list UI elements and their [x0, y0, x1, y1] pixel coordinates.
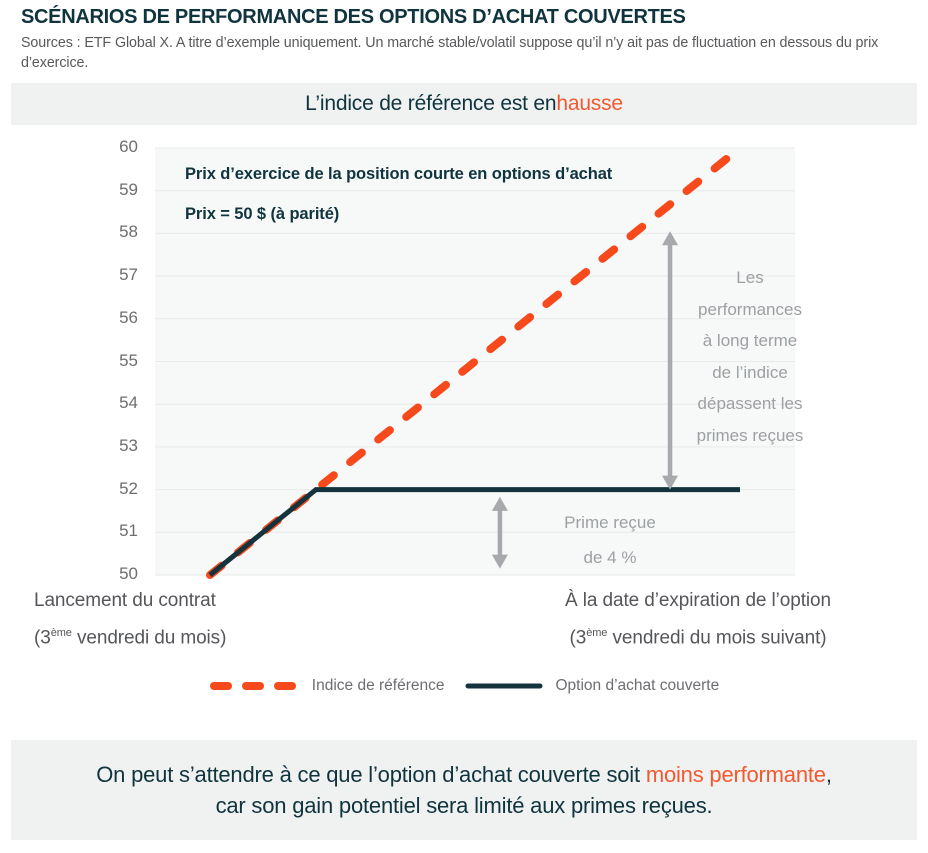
performance-note: Les performances à long terme de l’indice dé… [696, 268, 804, 445]
dashed-line-swatch [209, 682, 300, 690]
arrow-head-up [491, 496, 508, 511]
y-tick-label: 55 [119, 350, 138, 370]
x-end-line2: (3ème vendredi du mois suivant) [569, 627, 827, 649]
arrow-head-up [662, 231, 679, 246]
y-tick-label: 50 [119, 564, 138, 583]
y-tick-label: 56 [119, 307, 138, 327]
y-tick-label: 51 [119, 521, 138, 541]
y-tick-label: 53 [119, 435, 138, 455]
solid-line-swatch [465, 683, 543, 689]
legend-item-indice: Indice de référence [209, 677, 445, 695]
arrow-head-down [491, 554, 508, 569]
x-axis-label-start: Lancement du contrat (3ème vendredi du m… [34, 585, 226, 654]
strike-price-line1: Prix d’exercice de la position courte en… [185, 165, 613, 183]
y-tick-label: 54 [119, 393, 138, 413]
legend-label-option: Option d’achat couverte [555, 677, 720, 694]
scenario-heading: L’indice de référence est en hausse [11, 83, 917, 125]
legend-label-indice: Indice de référence [311, 677, 445, 694]
scenario-heading-highlight: hausse [556, 92, 623, 115]
legend-item-option: Option d’achat couverte [464, 677, 719, 695]
y-tick-label: 60 [119, 137, 138, 156]
y-tick-label: 57 [119, 265, 138, 285]
x-end-line1: À la date d’expiration de l’option [565, 590, 831, 611]
scenario-heading-text: L’indice de référence est en [305, 92, 557, 115]
x-start-line2: (3ème vendredi du mois) [34, 627, 227, 649]
conclusion-text: On peut s’attendre à ce que l’option d’a… [96, 761, 832, 819]
conclusion-highlight: moins performante [645, 761, 826, 787]
x-start-line1: Lancement du contrat [34, 590, 216, 611]
y-tick-label: 59 [119, 179, 138, 199]
source-note: Sources : ETF Global X. A titre d’exempl… [21, 35, 879, 71]
header: SCÉNARIOS DE PERFORMANCE DES OPTIONS D’A… [0, 0, 928, 73]
arrow-head-down [662, 475, 679, 490]
y-tick-label: 58 [119, 222, 138, 242]
x-axis-label-end: À la date d’expiration de l’option (3ème… [508, 585, 888, 654]
page-title: SCÉNARIOS DE PERFORMANCE DES OPTIONS D’A… [21, 6, 686, 28]
conclusion-band: On peut s’attendre à ce que l’option d’a… [11, 740, 917, 840]
chart-panel: 60 59 58 57 56 55 54 53 52 51 50 Prix d’exercice d… [11, 125, 917, 740]
scenario-card: L’indice de référence est en hausse 60 59… [11, 83, 917, 840]
y-axis-ticks: 60 59 58 57 56 55 54 53 52 51 50 [11, 125, 138, 605]
y-tick-label: 52 [119, 478, 138, 498]
strike-price-line2: Prix = 50 $ (à parité) [185, 205, 340, 223]
strike-price-note: Prix d’exercice de la position courte en… [185, 165, 612, 245]
premium-note: Prime reçue de 4 % [564, 513, 656, 567]
chart-legend: Indice de référence Option d’achat couve… [11, 677, 917, 695]
